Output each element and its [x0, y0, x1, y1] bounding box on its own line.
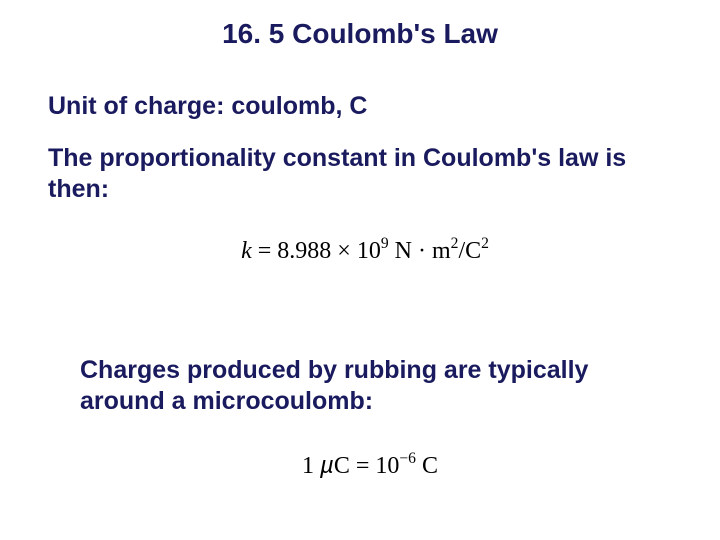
- equation-coulomb-constant: k = 8.988 × 109 N · m2/C2: [0, 236, 720, 265]
- eq1-N: N: [395, 238, 412, 264]
- equation-1-content: k = 8.988 × 109 N · m2/C2: [241, 236, 489, 265]
- equation-microcoulomb: 1 µC = 10−6 C: [0, 451, 720, 480]
- eq1-eq: =: [252, 238, 278, 264]
- unit-of-charge-line: Unit of charge: coulomb, C: [0, 92, 720, 121]
- eq1-coef: 8.988: [277, 238, 331, 264]
- eq1-c-exp: 2: [481, 235, 489, 252]
- eq2-one: 1: [302, 453, 320, 479]
- eq2-ten: 10: [375, 453, 399, 479]
- eq2-eq: =: [350, 453, 376, 479]
- eq2-C2: C: [422, 453, 438, 479]
- rubbing-charges-line: Charges produced by rubbing are typicall…: [0, 355, 720, 418]
- eq1-times: ×: [331, 238, 357, 264]
- eq1-C: C: [465, 238, 481, 264]
- slide-title: 16. 5 Coulomb's Law: [0, 0, 720, 50]
- eq1-m: m: [432, 238, 451, 264]
- eq2-exp: −6: [399, 450, 416, 467]
- eq2-mu: µ: [320, 452, 334, 479]
- eq1-exp: 9: [381, 235, 389, 252]
- equation-2-content: 1 µC = 10−6 C: [302, 451, 438, 480]
- eq1-ten: 10: [357, 238, 381, 264]
- eq1-k: k: [241, 238, 252, 264]
- proportionality-line: The proportionality constant in Coulomb'…: [0, 143, 720, 206]
- eq1-m-exp: 2: [451, 235, 459, 252]
- eq1-dot: ·: [412, 238, 432, 264]
- eq2-C1: C: [334, 453, 350, 479]
